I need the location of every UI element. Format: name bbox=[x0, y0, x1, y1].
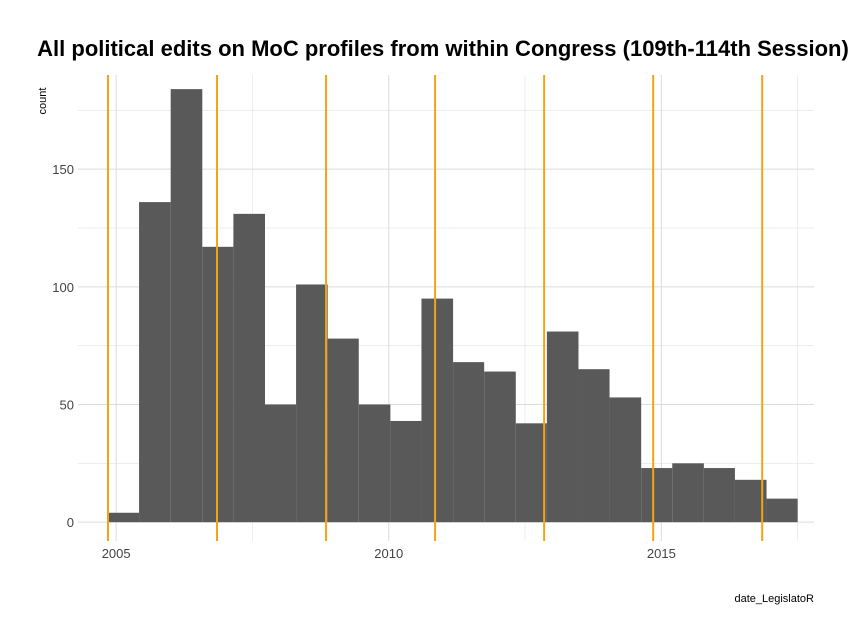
histogram-bar bbox=[421, 298, 454, 523]
chart-title: All political edits on MoC profiles from… bbox=[37, 36, 849, 61]
y-tick-label: 100 bbox=[52, 280, 74, 295]
histogram-bar bbox=[139, 202, 171, 523]
histogram-bar bbox=[327, 338, 359, 523]
histogram-bar bbox=[296, 284, 328, 523]
y-axis-label: count bbox=[37, 88, 49, 115]
histogram-bar bbox=[170, 89, 203, 523]
histogram-bar bbox=[264, 404, 297, 523]
histogram-bar bbox=[453, 362, 485, 523]
session-lines-layer bbox=[106, 75, 764, 541]
histogram-bar bbox=[233, 213, 265, 523]
histogram-bar bbox=[390, 420, 422, 523]
y-tick-label: 50 bbox=[60, 397, 74, 412]
histogram-bar bbox=[107, 512, 140, 523]
ticks-layer: 2005 2010 2015 0 50 100 150 bbox=[52, 162, 676, 561]
histogram-bar bbox=[609, 397, 642, 523]
y-tick-label: 0 bbox=[67, 515, 74, 530]
x-tick-label: 2010 bbox=[374, 546, 403, 561]
histogram-bar bbox=[578, 369, 610, 523]
x-tick-label: 2015 bbox=[647, 546, 676, 561]
histogram-bar bbox=[766, 498, 798, 523]
y-tick-label: 150 bbox=[52, 162, 74, 177]
histogram-bar bbox=[546, 331, 579, 523]
histogram-bar bbox=[641, 468, 673, 523]
bars-layer bbox=[107, 89, 798, 523]
x-tick-label: 2005 bbox=[102, 546, 131, 561]
histogram-bar bbox=[358, 404, 391, 523]
x-axis-label: date_LegislatoR bbox=[734, 593, 814, 605]
histogram-bar bbox=[515, 423, 547, 523]
histogram-bar bbox=[484, 371, 516, 523]
histogram-bar bbox=[672, 463, 704, 523]
histogram-bar bbox=[703, 468, 735, 523]
